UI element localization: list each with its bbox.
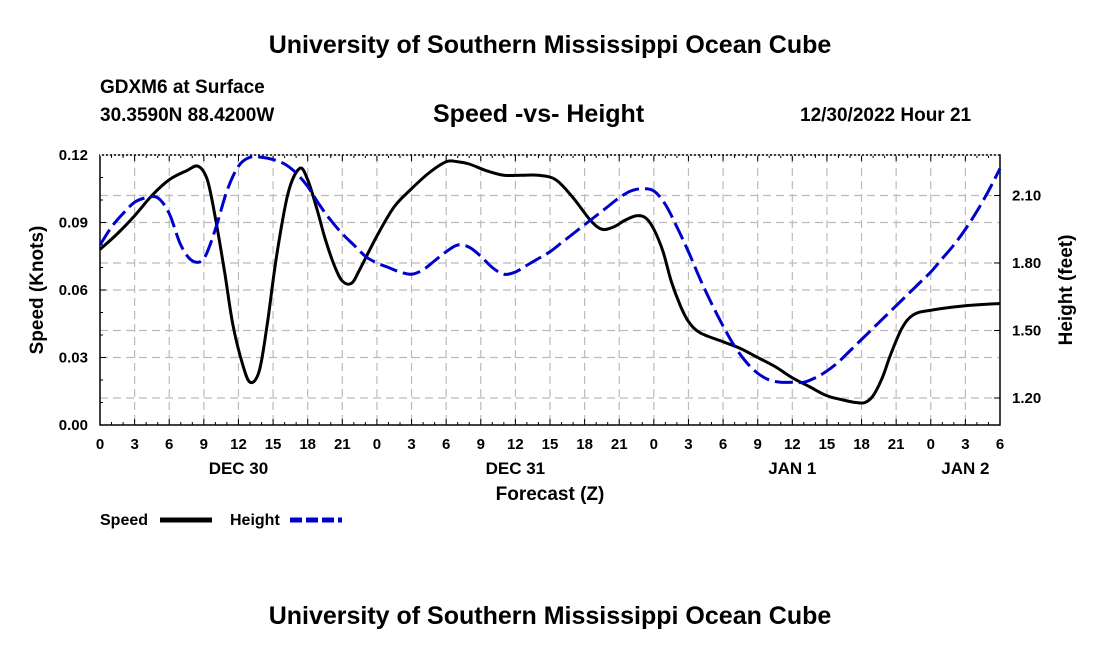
y-tick-label: 0.12 bbox=[59, 147, 88, 164]
x-tick-label: 12 bbox=[784, 436, 801, 453]
x-tick-label: 12 bbox=[507, 436, 524, 453]
y-tick-label: 0.03 bbox=[59, 350, 88, 367]
y2-tick-label: 1.80 bbox=[1012, 255, 1041, 272]
page-title: University of Southern Mississippi Ocean… bbox=[268, 31, 832, 59]
x-tick-label: 12 bbox=[230, 436, 247, 453]
x-tick-label: 0 bbox=[650, 436, 658, 453]
x-tick-label: 9 bbox=[477, 436, 485, 453]
x-tick-label: 0 bbox=[96, 436, 104, 453]
x-tick-label: 18 bbox=[576, 436, 593, 453]
x-tick-label: 21 bbox=[888, 436, 905, 453]
x-tick-label: 6 bbox=[442, 436, 450, 453]
y-tick-label: 0.00 bbox=[59, 417, 88, 434]
footer-title: University of Southern Mississippi Ocean… bbox=[268, 602, 832, 630]
y2-tick-label: 1.50 bbox=[1012, 323, 1041, 340]
legend-height-label: Height bbox=[230, 512, 280, 529]
speed-series-line bbox=[98, 159, 1001, 405]
date-label: DEC 31 bbox=[486, 459, 546, 478]
x-axis-title: Forecast (Z) bbox=[496, 484, 605, 505]
y2-tick-label: 1.20 bbox=[1012, 390, 1041, 407]
height-series-line bbox=[98, 154, 1002, 385]
x-tick-label: 21 bbox=[334, 436, 351, 453]
x-tick-label: 3 bbox=[684, 436, 692, 453]
y-tick-label: 0.09 bbox=[59, 215, 88, 232]
y-tick-label: 0.06 bbox=[59, 282, 88, 299]
axis-layer: 0 3 6 9 12 15 18 21 0 3 6 9 12 15 18 21 0 3 6 9 12 15 18 21 0 3 6 D… bbox=[59, 147, 1041, 478]
timestamp-label: 12/30/2022 Hour 21 bbox=[800, 105, 972, 126]
x-tick-label: 0 bbox=[373, 436, 381, 453]
date-label: JAN 2 bbox=[941, 459, 989, 478]
x-tick-label: 3 bbox=[961, 436, 969, 453]
x-tick-label: 6 bbox=[719, 436, 727, 453]
x-tick-label: 15 bbox=[819, 436, 836, 453]
x-tick-label: 0 bbox=[927, 436, 935, 453]
x-tick-label: 18 bbox=[299, 436, 316, 453]
x-tick-label: 3 bbox=[407, 436, 415, 453]
y2-tick-label: 2.10 bbox=[1012, 188, 1041, 205]
x-tick-label: 6 bbox=[165, 436, 173, 453]
x-tick-label: 6 bbox=[996, 436, 1004, 453]
coordinates-label: 30.3590N 88.4200W bbox=[100, 105, 275, 126]
y-axis-title: Speed (Knots) bbox=[27, 226, 48, 355]
chart-subtitle: Speed -vs- Height bbox=[433, 100, 645, 128]
x-tick-label: 9 bbox=[200, 436, 208, 453]
x-tick-label: 15 bbox=[265, 436, 282, 453]
x-tick-label: 18 bbox=[853, 436, 870, 453]
x-tick-label: 21 bbox=[611, 436, 628, 453]
series-layer bbox=[98, 154, 1002, 405]
legend-speed-label: Speed bbox=[100, 512, 148, 529]
date-label: DEC 30 bbox=[209, 459, 269, 478]
date-label: JAN 1 bbox=[768, 459, 816, 478]
x-tick-label: 9 bbox=[754, 436, 762, 453]
grid-layer bbox=[100, 155, 1000, 425]
y2-axis-title: Height (feet) bbox=[1056, 235, 1077, 346]
legend: Speed Height bbox=[100, 512, 342, 529]
x-tick-label: 3 bbox=[130, 436, 138, 453]
x-tick-label: 15 bbox=[542, 436, 559, 453]
station-label: GDXM6 at Surface bbox=[100, 77, 265, 98]
